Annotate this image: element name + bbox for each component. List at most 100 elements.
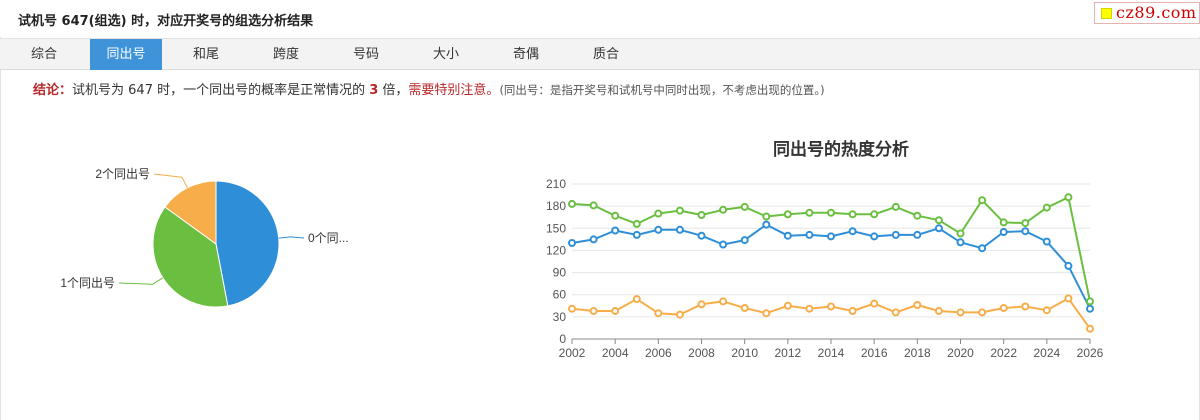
y-tick-label: 90 xyxy=(553,266,567,280)
tab-prime-composite[interactable]: 质合 xyxy=(592,47,619,62)
data-point xyxy=(956,238,965,247)
data-point xyxy=(568,199,576,208)
page-title: 试机号 647(组选) 时，对应开奖号的组选分析结果 xyxy=(18,14,314,29)
data-point xyxy=(1021,302,1030,311)
data-point xyxy=(654,225,663,234)
data-point xyxy=(1042,203,1051,212)
x-tick-label: 2008 xyxy=(688,346,715,360)
line-chart-title: 同出号的热度分析 xyxy=(773,139,909,159)
data-point xyxy=(999,228,1008,236)
data-point xyxy=(1064,193,1073,202)
data-point xyxy=(934,216,943,225)
tab-span[interactable]: 跨度 xyxy=(272,47,299,62)
data-point xyxy=(805,208,814,217)
data-point xyxy=(762,212,771,221)
x-tick-label: 2014 xyxy=(818,346,845,360)
page-header: 试机号 647(组选) 时，对应开奖号的组选分析结果 xyxy=(0,0,1200,37)
data-point xyxy=(913,301,922,309)
data-point xyxy=(870,299,879,308)
data-point xyxy=(675,206,684,215)
data-point xyxy=(805,230,814,239)
data-point xyxy=(611,226,620,235)
logo-text: cz89.com xyxy=(1116,3,1197,22)
data-point xyxy=(740,236,749,245)
tab-sum-tail[interactable]: 和尾 xyxy=(192,47,219,62)
conclusion-multiple: 3 xyxy=(369,83,379,98)
x-tick-label: 2022 xyxy=(990,346,1017,360)
conclusion-text: 试机号为 647 时，一个同出号的概率是正常情况的 xyxy=(72,83,370,98)
conclusion-text-after: 倍， xyxy=(378,83,409,98)
y-tick-label: 30 xyxy=(553,310,567,324)
data-point xyxy=(675,225,684,234)
data-point xyxy=(934,224,943,233)
data-point xyxy=(697,231,706,240)
x-tick-label: 2004 xyxy=(602,346,629,360)
data-point xyxy=(568,239,576,247)
data-point xyxy=(1021,227,1030,236)
data-point xyxy=(999,304,1008,312)
pie-label: 0个同... xyxy=(308,231,349,245)
x-tick-label: 2010 xyxy=(731,346,758,360)
conclusion-label: 结论： xyxy=(33,83,73,98)
pie-label: 1个同出号 xyxy=(60,276,115,290)
conclusion-line: 结论：试机号为 647 时，一个同出号的概率是正常情况的 3 倍，需要特别注意。… xyxy=(33,79,825,98)
data-point xyxy=(697,211,706,219)
x-tick-label: 2006 xyxy=(645,346,672,360)
data-point xyxy=(783,301,792,310)
tab-odd-even[interactable]: 奇偶 xyxy=(512,47,539,62)
tab-numbers[interactable]: 号码 xyxy=(352,47,379,62)
data-point xyxy=(568,304,576,313)
data-point xyxy=(589,307,598,315)
y-tick-label: 150 xyxy=(546,221,566,235)
data-point xyxy=(827,208,835,217)
data-point xyxy=(719,240,728,249)
pie-label: 2个同出号 xyxy=(95,167,150,181)
data-point xyxy=(805,304,814,313)
data-point xyxy=(891,308,900,317)
pie-slice xyxy=(164,180,217,245)
data-point xyxy=(1064,261,1073,270)
y-tick-label: 0 xyxy=(559,332,566,346)
y-tick-label: 210 xyxy=(546,177,566,191)
data-point xyxy=(978,244,987,253)
y-tick-label: 120 xyxy=(546,243,566,257)
tab-bar: 综合 同出号 和尾 跨度 号码 大小 奇偶 质合 xyxy=(0,38,1200,70)
data-point xyxy=(783,231,792,240)
data-point xyxy=(740,202,749,211)
data-point xyxy=(783,210,792,219)
data-point xyxy=(719,205,728,214)
data-point xyxy=(1064,294,1073,303)
data-point xyxy=(999,218,1008,227)
x-tick-label: 2002 xyxy=(559,346,586,360)
tab-big-small[interactable]: 大小 xyxy=(432,47,459,62)
data-point xyxy=(1086,297,1094,306)
y-tick-label: 180 xyxy=(546,199,566,213)
data-point xyxy=(827,302,835,311)
data-point xyxy=(654,309,663,318)
x-tick-label: 2026 xyxy=(1077,346,1104,360)
conclusion-note: (同出号：是指开奖号和试机号中同时出现，不考虑出现的位置。) xyxy=(499,83,825,97)
data-point xyxy=(978,308,987,317)
data-point xyxy=(632,219,641,228)
data-point xyxy=(956,308,965,317)
conclusion-warning: 需要特别注意。 xyxy=(408,83,500,98)
pie-label-line xyxy=(153,173,188,189)
data-point xyxy=(1086,324,1094,333)
data-point xyxy=(913,230,922,239)
data-point xyxy=(934,307,943,315)
data-point xyxy=(762,220,771,229)
data-point xyxy=(654,209,663,218)
site-logo[interactable]: cz89.com xyxy=(1094,2,1200,24)
tab-overview[interactable]: 综合 xyxy=(30,47,57,62)
data-point xyxy=(611,307,620,315)
data-point xyxy=(719,297,728,306)
data-point xyxy=(1086,304,1094,313)
data-point xyxy=(697,300,706,309)
tab-common-numbers[interactable]: 同出号 xyxy=(90,39,162,70)
data-point xyxy=(848,307,857,315)
data-point xyxy=(762,309,771,318)
data-point xyxy=(611,211,620,220)
data-point xyxy=(1042,306,1051,315)
x-tick-label: 2016 xyxy=(861,346,888,360)
x-tick-label: 2012 xyxy=(774,346,801,360)
